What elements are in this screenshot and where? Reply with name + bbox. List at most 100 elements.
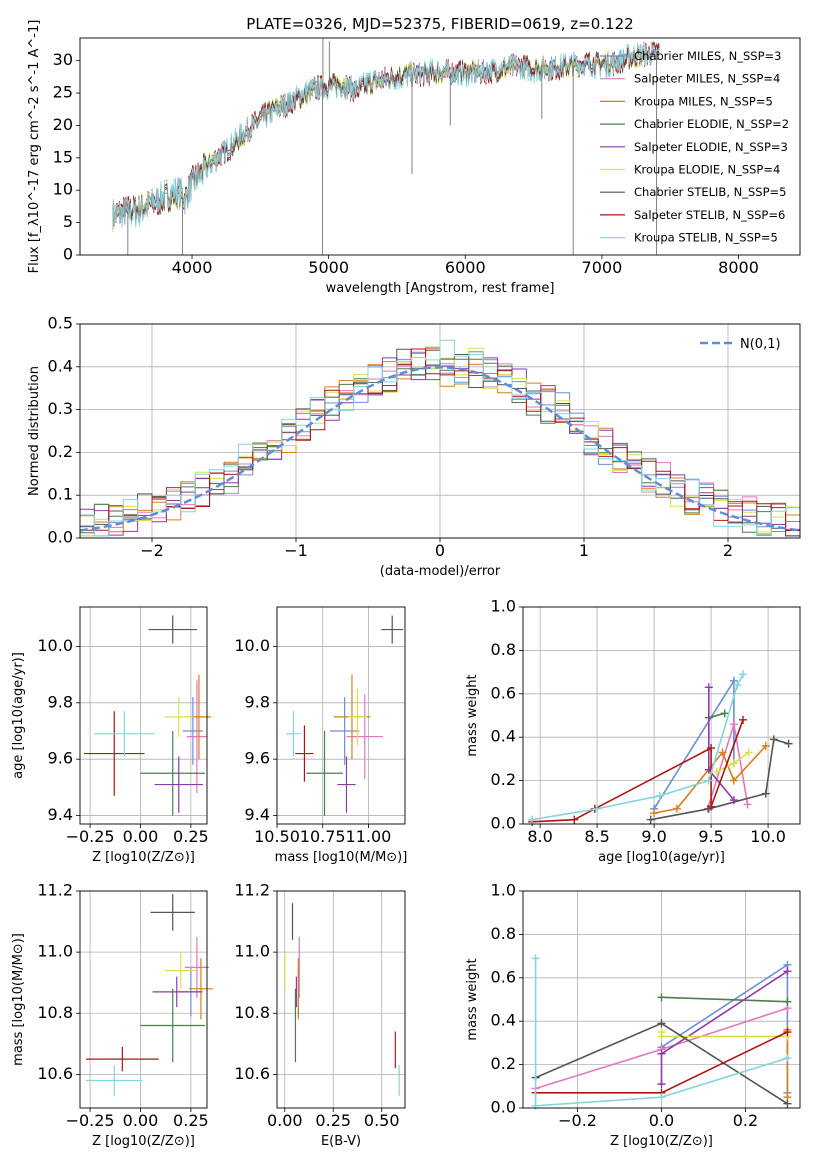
axes-frame <box>522 890 801 1109</box>
x-tick-label: 7000 <box>582 258 623 277</box>
x-tick-label: −0.25 <box>66 827 115 846</box>
y-tick-label: 0.2 <box>491 1054 516 1073</box>
weight-marker <box>707 802 716 811</box>
x-tick-label: 0.00 <box>267 1111 303 1130</box>
legend-entry: Kroupa MILES, N_SSP=5 <box>634 94 773 108</box>
x-tick-label: 9.5 <box>698 827 723 846</box>
weight-marker <box>657 1049 666 1058</box>
x-tick-label: 0.00 <box>123 827 159 846</box>
x-axis-label: wavelength [Angstrom, rest frame] <box>326 281 555 296</box>
y-axis-label: Normed distribution <box>27 366 42 496</box>
weight-marker <box>744 748 753 757</box>
x-tick-label: 9.0 <box>641 827 666 846</box>
y-tick-label: 10 <box>53 180 73 199</box>
x-tick-label: 10.75 <box>300 827 346 846</box>
legend-entry: Salpeter STELIB, N_SSP=6 <box>634 208 785 222</box>
errorbar-point <box>182 697 203 765</box>
y-tick-label: 0.6 <box>491 967 516 986</box>
y-tick-label: 10.6 <box>37 1064 73 1083</box>
x-tick-label: 0.0 <box>649 1111 674 1130</box>
axes-frame <box>276 890 406 1109</box>
errorbar-point <box>346 694 384 779</box>
x-tick-label: 10.50 <box>254 827 300 846</box>
errorbar-point <box>84 711 145 796</box>
errorbar-point <box>86 1065 143 1096</box>
y-tick-label: 5 <box>63 212 73 231</box>
axes-frame <box>522 606 801 825</box>
y-tick-label: 11.2 <box>234 881 270 900</box>
y-tick-label: 20 <box>53 115 73 134</box>
legend-entry: Chabrier ELODIE, N_SSP=2 <box>634 117 789 131</box>
legend-entry: Salpeter MILES, N_SSP=4 <box>634 72 780 86</box>
x-axis-label: age [log10(age/yr)] <box>598 850 725 865</box>
y-tick-label: 0.2 <box>491 770 516 789</box>
x-axis-label: Z [log10(Z/Z⊙)] <box>610 1134 713 1149</box>
errorbar-point <box>164 952 197 989</box>
x-tick-label: −2 <box>140 541 164 560</box>
figure-title: PLATE=0326, MJD=52375, FIBERID=0619, z=0… <box>246 15 633 33</box>
weight-line <box>531 673 744 821</box>
axes-frame <box>79 37 801 256</box>
panel-weight-vs-Z: −0.2 0.0 0.2 0.0 0.2 0.4 0.6 0.8 1.0 Z [log10(Z/Z… <box>465 881 801 1149</box>
y-tick-label: 9.8 <box>48 692 73 711</box>
weight-marker <box>733 681 742 690</box>
weight-line <box>534 958 788 1107</box>
weight-marker <box>707 744 716 753</box>
legend: Chabrier MILES, N_SSP=3 Salpeter MILES, N… <box>600 49 789 245</box>
weight-marker <box>783 997 792 1006</box>
panel-residuals: −2 −1 0 1 2 0.0 0.1 0.2 0.3 0.4 0.5 (data-model)/er… <box>27 314 801 579</box>
x-tick-label: 2 <box>723 541 733 560</box>
plot-area <box>79 339 801 537</box>
x-tick-label: −0.25 <box>66 1111 115 1130</box>
y-tick-label: 10.8 <box>37 1003 73 1022</box>
legend-entry: N(0,1) <box>740 337 781 352</box>
weight-marker <box>783 1099 792 1108</box>
weight-marker <box>729 720 738 729</box>
weight-marker <box>761 789 770 798</box>
plot-area <box>84 615 212 816</box>
errorbar-point <box>140 731 205 816</box>
weight-marker <box>657 993 666 1002</box>
histogram-steps <box>80 348 800 537</box>
weight-marker <box>570 815 579 824</box>
errorbar-point <box>86 1046 159 1072</box>
x-axis-label: (data-model)/error <box>380 564 501 579</box>
normal-curve <box>79 366 801 532</box>
panel-spectrum: 4000 5000 6000 7000 8000 0 5 10 15 20 25 30 waveleng… <box>27 20 801 296</box>
legend-entry: Chabrier STELIB, N_SSP=5 <box>634 185 786 199</box>
y-tick-label: 10.0 <box>37 636 73 655</box>
weight-marker <box>720 709 729 718</box>
histogram-steps <box>80 339 800 537</box>
y-tick-label: 25 <box>53 83 73 102</box>
errorbar-point <box>186 680 207 793</box>
y-tick-label: 0.2 <box>48 442 73 461</box>
weight-marker <box>718 748 727 757</box>
weight-marker <box>657 1080 666 1089</box>
weight-marker <box>657 1093 666 1102</box>
axes-frame <box>79 606 208 825</box>
weight-marker <box>593 804 602 813</box>
weight-marker <box>672 804 681 813</box>
y-tick-label: 0.4 <box>491 727 516 746</box>
x-tick-label: −1 <box>284 541 308 560</box>
errorbar-point <box>164 697 193 737</box>
weight-marker <box>743 800 752 809</box>
weight-marker <box>729 776 738 785</box>
legend-entry: Kroupa STELIB, N_SSP=5 <box>634 231 778 245</box>
legend-entry: Salpeter ELODIE, N_SSP=3 <box>634 140 788 154</box>
y-tick-label: 0.1 <box>48 485 73 504</box>
plot-area <box>112 38 660 255</box>
weight-marker <box>739 715 748 724</box>
plot-area <box>531 954 792 1110</box>
y-tick-label: 0.0 <box>48 528 73 547</box>
errorbar-point <box>286 711 301 757</box>
y-tick-label: 10.8 <box>234 1003 270 1022</box>
weight-marker <box>729 676 738 685</box>
y-tick-label: 15 <box>53 147 73 166</box>
y-tick-label: 9.6 <box>245 749 270 768</box>
errorbar-point <box>140 988 205 1063</box>
errorbar-point <box>348 688 367 746</box>
x-axis-label: Z [log10(Z/Z⊙)] <box>92 850 195 865</box>
panel-mass-vs-EBV: 0.00 0.25 0.50 10.6 10.8 11.0 11.2 E(B-V) <box>234 881 406 1149</box>
y-tick-label: 10.6 <box>234 1064 270 1083</box>
